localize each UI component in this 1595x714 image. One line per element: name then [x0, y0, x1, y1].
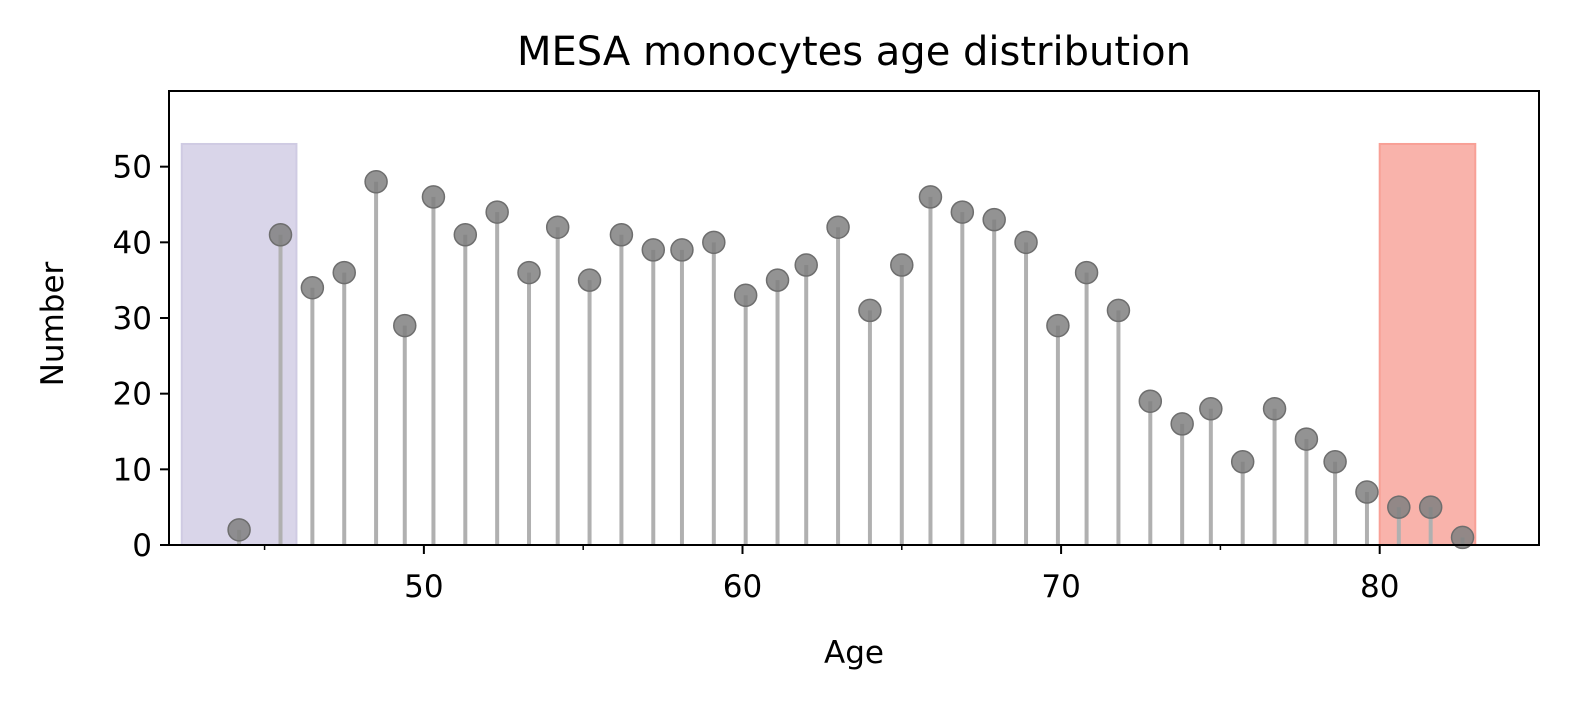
data-point-14: [641, 238, 666, 262]
highlight-region-1: [180, 142, 298, 546]
highlight-region-2: [1378, 142, 1477, 546]
data-point-33: [1230, 450, 1255, 474]
data-point-13: [609, 223, 634, 247]
data-point-40: [1450, 525, 1475, 550]
data-point-1: [227, 518, 251, 542]
data-point-9: [485, 200, 509, 224]
data-point-11: [545, 215, 570, 239]
data-point-36: [1323, 450, 1347, 474]
y-axis: 0 10 20 30 40 50: [113, 150, 169, 564]
y-tick-label: 0: [132, 528, 152, 564]
data-point-19: [794, 253, 818, 277]
data-point-6: [393, 313, 417, 338]
data-point-31: [1170, 412, 1194, 436]
data-point-10: [517, 260, 541, 285]
data-point-30: [1138, 389, 1163, 413]
chart-title: MESA monocytes age distribution: [517, 29, 1191, 75]
data-point-16: [702, 230, 726, 255]
x-tick-label: 70: [1041, 569, 1080, 605]
data-point-12: [577, 268, 602, 292]
data-point-35: [1294, 427, 1319, 451]
data-point-23: [918, 185, 943, 209]
stems: [237, 181, 1465, 545]
y-tick-label: 10: [113, 452, 152, 488]
x-tick-label: 80: [1360, 569, 1399, 605]
data-point-28: [1074, 260, 1099, 285]
data-point-26: [1014, 230, 1038, 255]
data-point-21: [858, 298, 882, 323]
data-point-38: [1387, 495, 1411, 519]
data-point-25: [982, 207, 1006, 232]
data-point-18: [765, 268, 790, 292]
data-point-32: [1199, 397, 1223, 421]
data-point-15: [670, 238, 694, 262]
x-tick-label: 50: [404, 569, 443, 605]
data-point-34: [1262, 397, 1287, 421]
highlight-regions: [180, 142, 1477, 546]
x-tick-label: 60: [723, 569, 762, 605]
data-point-24: [950, 200, 975, 224]
data-point-39: [1418, 495, 1443, 519]
data-point-29: [1106, 298, 1131, 323]
data-point-2: [268, 223, 293, 247]
y-tick-label: 30: [113, 301, 152, 337]
data-point-7: [421, 185, 446, 209]
data-point-22: [890, 253, 914, 277]
data-point-8: [453, 223, 478, 247]
data-point-17: [733, 283, 758, 308]
data-point-37: [1355, 480, 1379, 504]
y-tick-label: 50: [113, 150, 152, 186]
y-tick-label: 20: [113, 377, 152, 413]
data-point-5: [364, 170, 388, 194]
data-point-27: [1046, 313, 1070, 338]
data-point-3: [300, 275, 325, 300]
y-axis-label: Number: [35, 261, 71, 386]
markers: [227, 170, 1475, 550]
y-tick-label: 40: [113, 225, 152, 261]
x-axis: 50 60 70 80: [263, 545, 1399, 605]
data-point-20: [826, 215, 850, 239]
x-axis-label: Age: [824, 635, 884, 671]
data-point-4: [332, 260, 356, 285]
